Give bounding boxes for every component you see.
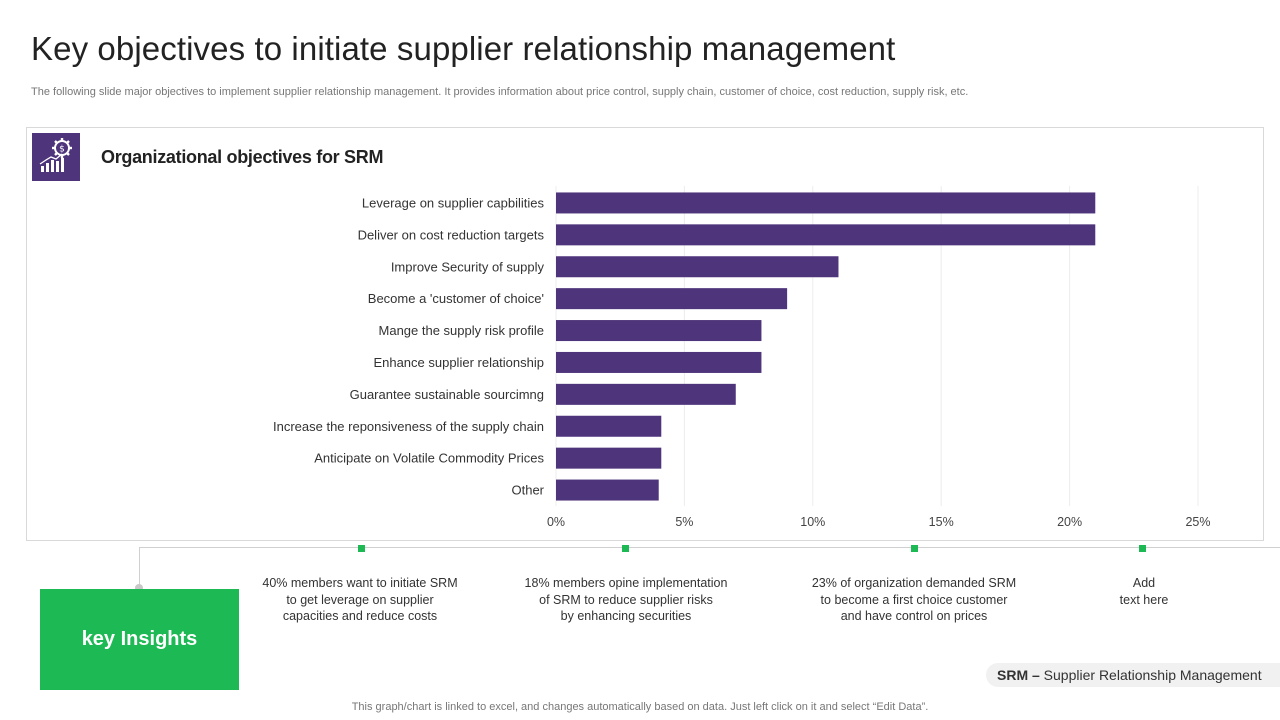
page-subtitle: The following slide major objectives to … — [31, 86, 969, 98]
bar — [556, 479, 659, 501]
category-label: Improve Security of supply — [391, 259, 545, 274]
x-tick-label: 10% — [800, 515, 825, 529]
insights-connector-line — [139, 547, 1280, 548]
footnote: This graph/chart is linked to excel, and… — [351, 701, 929, 713]
chart-gear-icon: $ — [32, 133, 80, 181]
chart-card: $ Organizational objectives for SRM 0% 5%… — [26, 127, 1264, 541]
x-tick-label: 20% — [1057, 515, 1082, 529]
insight-item: 40% members want to initiate SRM to get … — [262, 576, 458, 623]
x-tick-label: 15% — [929, 515, 954, 529]
bar — [556, 288, 788, 310]
svg-text:$: $ — [59, 145, 65, 155]
key-insights-label: key Insights — [81, 628, 198, 650]
category-label: Guarantee sustainable sourcimng — [350, 387, 544, 402]
category-label: Other — [511, 483, 544, 498]
category-label: Deliver on cost reduction targets — [358, 227, 545, 242]
legend-full: Supplier Relationship Management — [1039, 667, 1262, 683]
category-label: Become a 'customer of choice' — [368, 291, 544, 306]
insight-item: 23% of organization demanded SRM to beco… — [811, 576, 1017, 623]
x-tick-label: 5% — [675, 515, 693, 529]
bar — [556, 447, 662, 469]
bar — [556, 192, 1096, 214]
insights-connector-drop — [139, 547, 140, 587]
bar — [556, 320, 762, 342]
insight-item: 18% members opine implementation of SRM … — [524, 576, 728, 623]
insight-marker — [358, 545, 365, 552]
bar — [556, 351, 762, 373]
category-label: Increase the reponsiveness of the supply… — [273, 419, 544, 434]
x-tick-label: 25% — [1185, 515, 1210, 529]
insight-marker — [911, 545, 918, 552]
insights-connector-dot — [135, 584, 143, 592]
bar-chart: 0% 5% 10% 15% 20% 25% Leverage on supplier cap… — [273, 186, 1211, 529]
bar — [556, 224, 1096, 246]
bar — [556, 383, 736, 405]
insight-marker — [1139, 545, 1146, 552]
category-label: Leverage on supplier capbilities — [362, 195, 545, 210]
category-label: Enhance supplier relationship — [373, 355, 544, 370]
bar — [556, 256, 839, 278]
key-insights-box: key Insights — [40, 589, 239, 690]
page-title: Key objectives to initiate supplier rela… — [31, 30, 896, 67]
category-label: Anticipate on Volatile Commodity Prices — [314, 451, 544, 466]
category-label: Mange the supply risk profile — [379, 323, 544, 338]
x-tick-label: 0% — [547, 515, 565, 529]
legend-abbr: SRM – — [997, 667, 1040, 683]
bar — [556, 415, 662, 437]
abbreviation-legend: SRM – Supplier Relationship Management — [986, 663, 1280, 687]
insight-item: Add text here — [1119, 576, 1169, 607]
chart-title: Organizational objectives for SRM — [101, 147, 384, 167]
insight-marker — [622, 545, 629, 552]
